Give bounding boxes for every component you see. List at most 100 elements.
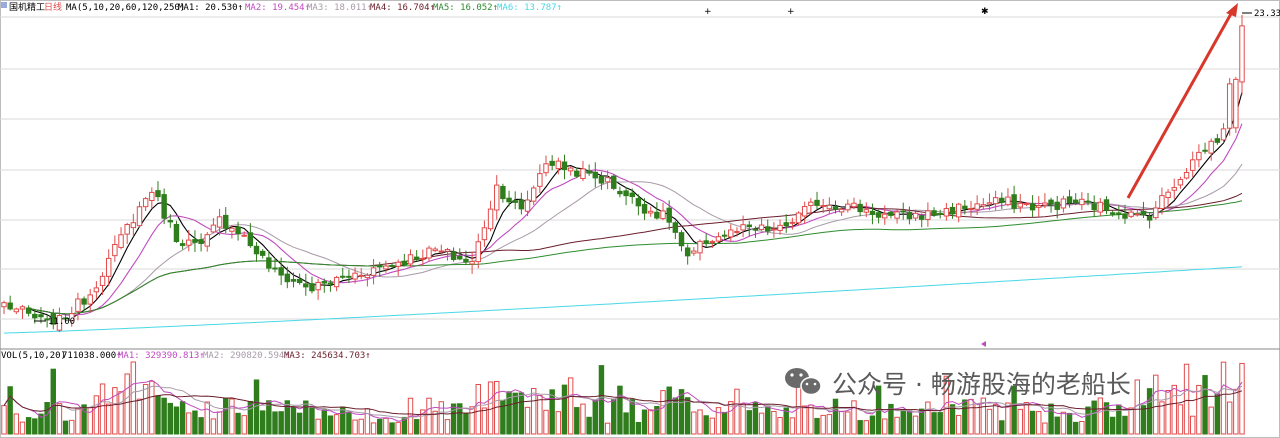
volume-bar-down <box>752 402 759 435</box>
volume-bar-down <box>179 401 186 435</box>
volume-bar-up <box>1 405 7 435</box>
candle-up <box>524 199 531 212</box>
candle-up <box>943 207 950 217</box>
candle-up <box>229 227 235 232</box>
volume-bar-down <box>1085 406 1091 435</box>
ma-params: MA(5,10,20,60,120,250) <box>66 3 185 13</box>
vol-ma3: MA3: 245634.703↑ <box>284 351 371 361</box>
candle-down <box>309 283 315 292</box>
candle-up <box>210 224 217 233</box>
vol-params: VOL(5,10,20) <box>1 351 66 361</box>
candle-up <box>426 247 432 259</box>
volume-bar-up <box>13 413 20 435</box>
stock-icon <box>1 2 7 8</box>
volume-bar-down <box>457 403 463 435</box>
candle-up <box>894 211 900 219</box>
candle-down <box>1116 212 1122 216</box>
volume-bar-up <box>444 419 451 435</box>
volume-bar-down <box>376 418 383 435</box>
volume-bar-up <box>1036 411 1042 435</box>
volume-bar-up <box>469 406 475 435</box>
candle-up <box>136 206 143 227</box>
ma1-value: MA1: 20.530↑ <box>178 3 243 13</box>
volume-bar-up <box>555 411 562 435</box>
volume-bar-down <box>629 399 635 435</box>
candle-down <box>1011 194 1017 209</box>
volume-bar-up <box>604 422 611 435</box>
candle-up <box>494 184 500 211</box>
volume-bar-up <box>734 388 740 435</box>
candle-up <box>1171 187 1177 191</box>
volume-bar-down <box>340 406 346 435</box>
volume-bar-down <box>272 411 278 435</box>
volume-bar-up <box>136 398 143 435</box>
volume-bar-down <box>900 409 906 435</box>
volume-bars <box>1 361 1245 435</box>
candle-up <box>130 222 137 229</box>
candle-up <box>1159 195 1165 209</box>
ma-line-250 <box>3 266 1243 334</box>
candle-up <box>543 163 549 174</box>
candle-up <box>1220 128 1227 141</box>
candle-up <box>567 167 574 172</box>
volume-bar-up <box>728 401 734 435</box>
volume-bar-down <box>1011 385 1017 435</box>
candle-down <box>598 175 605 184</box>
candle-down <box>672 222 679 233</box>
candle-down <box>814 199 820 206</box>
volume-bar-down <box>1066 412 1073 435</box>
volume-bar-down <box>284 400 291 435</box>
volume-bar-down <box>641 409 648 435</box>
candle-up <box>56 314 63 331</box>
volume-bar-down <box>155 395 161 435</box>
volume-bar-up <box>1042 422 1048 435</box>
volume-bar-down <box>223 397 229 435</box>
volume-bar-up <box>1005 402 1011 435</box>
volume-bar-up <box>820 414 826 435</box>
volume-bar-down <box>931 412 937 435</box>
candlesticks <box>1 14 1245 332</box>
candle-down <box>629 192 635 198</box>
candle-up <box>1183 172 1190 179</box>
volume-bar-up <box>118 391 124 435</box>
candle-up <box>1 302 7 308</box>
candle-down <box>413 256 420 260</box>
volume-bar-up <box>69 419 75 435</box>
candle-down <box>346 275 352 278</box>
candle-up <box>432 248 438 252</box>
volume-bar-up <box>1159 401 1165 435</box>
candle-down <box>198 239 204 244</box>
volume-bar-up <box>543 409 549 435</box>
candle-down <box>500 185 506 200</box>
candle-up <box>992 197 999 205</box>
candle-up <box>333 276 340 288</box>
volume-bar-up <box>204 401 210 435</box>
candle-down <box>50 313 56 325</box>
volume-bar-up <box>808 404 814 435</box>
candle-down <box>1146 215 1153 221</box>
volume-bar-down <box>266 400 272 435</box>
stock-name[interactable]: 国机精工 <box>9 1 45 13</box>
candle-down <box>1054 201 1060 210</box>
candle-down <box>765 226 771 232</box>
volume-bar-down <box>1140 405 1147 435</box>
volume-bar-down <box>81 404 87 435</box>
candle-up <box>555 160 562 170</box>
volume-bar-up <box>475 383 481 435</box>
candle-up <box>1226 83 1233 129</box>
period-label[interactable]: 日线 <box>44 1 62 13</box>
volume-bar-down <box>962 399 968 435</box>
volume-bar-down <box>346 411 352 435</box>
candle-down <box>592 171 599 179</box>
volume-bar-up <box>912 415 919 435</box>
volume-bar-down <box>327 415 334 435</box>
candle-up <box>795 212 802 224</box>
volume-bar-down <box>50 368 56 435</box>
volume-bar-down <box>1214 393 1221 435</box>
watermark-text: 公众号 · 畅游股海的老船长 <box>832 370 1131 399</box>
candle-up <box>118 234 124 248</box>
candle-down <box>857 203 863 213</box>
volume-bar-down <box>574 407 580 435</box>
candle-up <box>69 313 75 322</box>
candle-down <box>266 257 272 269</box>
